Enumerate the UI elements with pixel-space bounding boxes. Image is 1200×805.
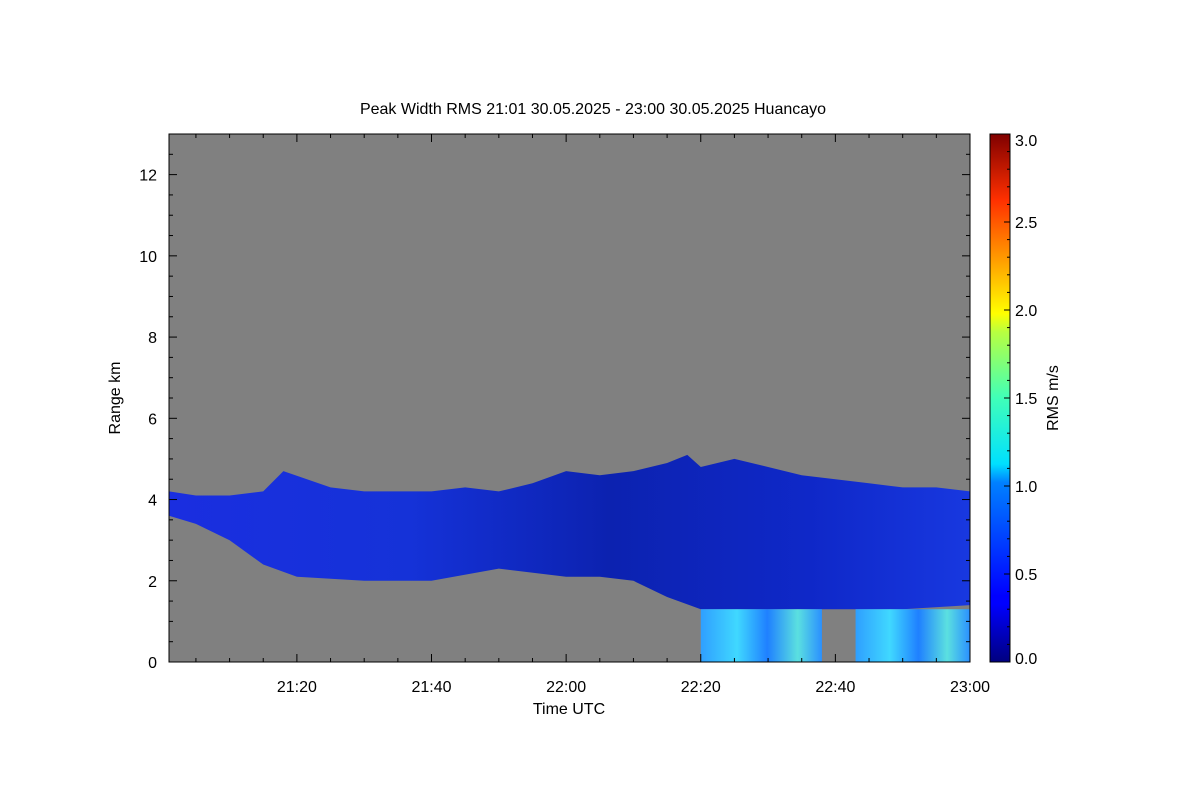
x-tick-label: 22:20 xyxy=(681,679,721,696)
colorbar-tick-label: 0.0 xyxy=(1015,651,1037,668)
colorbar-tick-label: 1.5 xyxy=(1015,391,1037,408)
y-tick-label: 2 xyxy=(148,574,157,591)
colorbar-tick-label: 3.0 xyxy=(1015,133,1037,150)
x-tick-label: 23:00 xyxy=(950,679,990,696)
x-axis: 21:20 21:40 22:00 22:20 22:40 23:00 xyxy=(195,134,990,696)
x-tick-label: 21:20 xyxy=(277,679,317,696)
colorbar-tick-label: 2.0 xyxy=(1015,303,1037,320)
x-axis-label: Time UTC xyxy=(533,701,605,718)
colorbar-tick-label: 0.5 xyxy=(1015,567,1037,584)
colorbar: 0.0 0.5 1.0 1.5 2.0 2.5 3.0 RMS m/s xyxy=(989,133,1062,668)
y-tick-label: 4 xyxy=(148,493,157,510)
x-tick-label: 21:40 xyxy=(411,679,451,696)
low-echo-group xyxy=(700,609,970,662)
low-echo-block-1 xyxy=(855,609,970,662)
y-axis: 0 2 4 6 8 10 12 xyxy=(139,133,970,672)
chart-title: Peak Width RMS 21:01 30.05.2025 - 23:00 … xyxy=(360,101,826,118)
colorbar-tick-label: 2.5 xyxy=(1015,215,1037,232)
y-axis-label: Range km xyxy=(107,362,124,435)
plot-area xyxy=(169,134,970,662)
x-tick-label: 22:00 xyxy=(546,679,586,696)
colorbar-tick-label: 1.0 xyxy=(1015,479,1037,496)
low-echo-block-0 xyxy=(700,609,822,662)
y-tick-label: 6 xyxy=(148,411,157,428)
y-tick-label: 10 xyxy=(139,249,157,266)
y-tick-label: 8 xyxy=(148,330,157,347)
colorbar-ticks: 0.0 0.5 1.0 1.5 2.0 2.5 3.0 xyxy=(1004,133,1037,668)
colorbar-label: RMS m/s xyxy=(1045,365,1062,431)
y-tick-label: 0 xyxy=(148,655,157,672)
y-tick-label: 12 xyxy=(139,168,157,185)
echo-layer xyxy=(169,454,970,610)
x-tick-label: 22:40 xyxy=(815,679,855,696)
